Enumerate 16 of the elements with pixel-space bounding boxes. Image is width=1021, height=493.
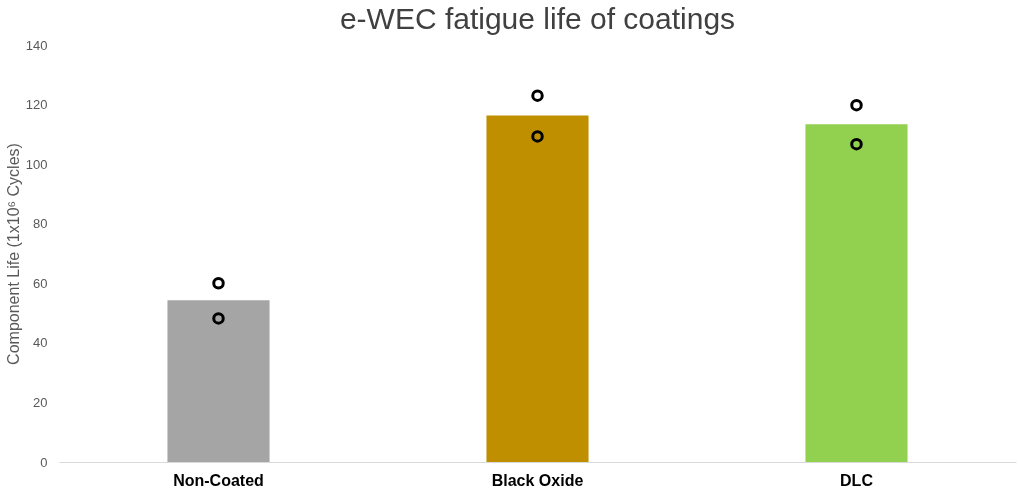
x-tick-label: Black Oxide [491,471,584,489]
y-tick-label: 0 [40,454,48,470]
bar [805,124,908,462]
x-tick-label: DLC [840,471,874,489]
y-tick-label: 20 [33,394,48,410]
bar [167,300,270,462]
bar [486,115,589,462]
chart-title: e-WEC fatigue life of coatings [339,2,736,35]
x-tick-label: Non-Coated [173,471,264,489]
y-tick-label: 140 [25,37,48,53]
y-tick-label: 100 [25,156,48,172]
y-tick-label: 80 [33,216,48,232]
y-tick-label: 120 [25,97,48,113]
y-axis-title: Component Life (1x10⁶ Cycles) [4,143,22,365]
y-tick-label: 60 [33,275,48,291]
y-tick-label: 40 [33,335,48,351]
